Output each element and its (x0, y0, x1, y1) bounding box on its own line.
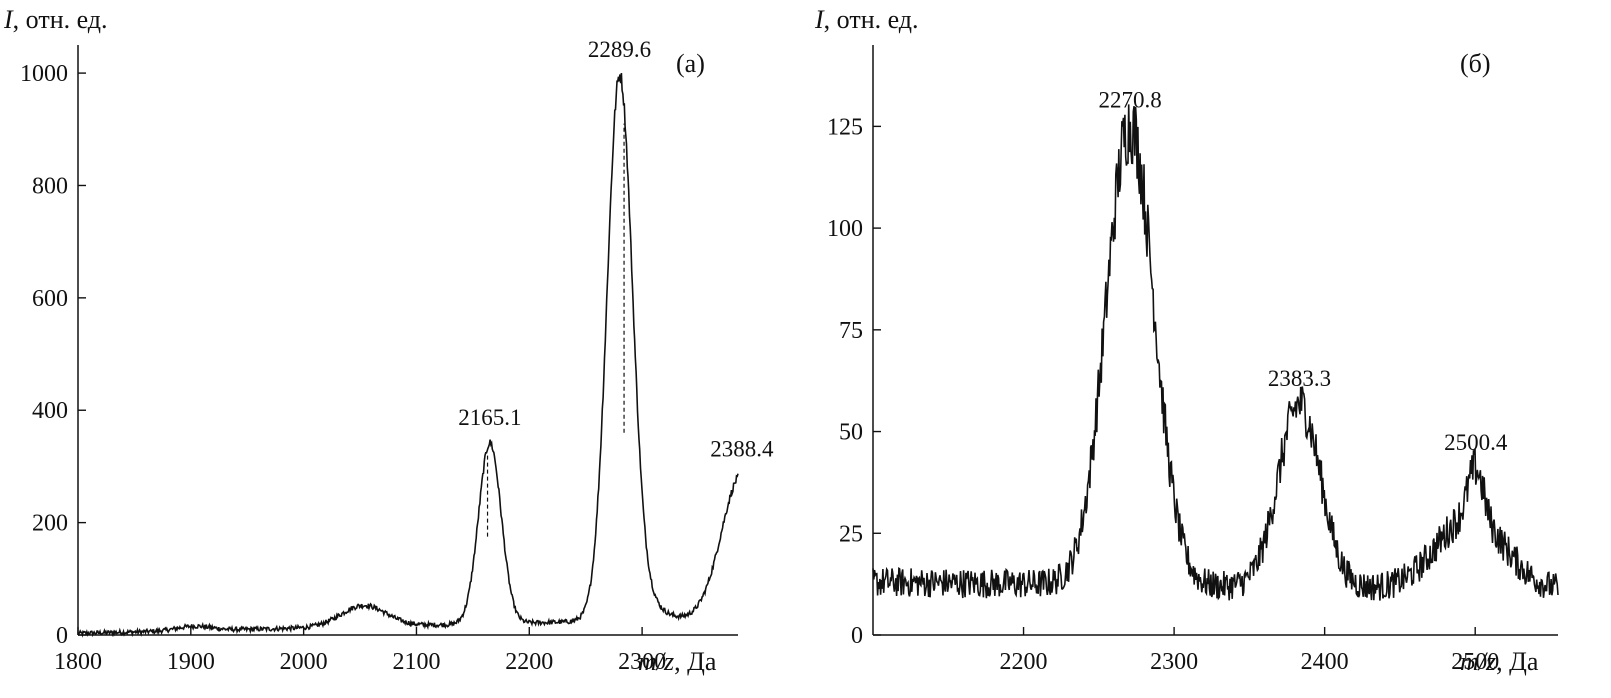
panel-b-xlabel: m/z, Да (1460, 647, 1539, 676)
b-ytick-label-1: 25 (839, 521, 863, 547)
b-peak-label-0: 2270.8 (1099, 87, 1162, 112)
panel-b-y-ticks: 0 25 50 75 100 125 (827, 114, 881, 649)
b-ytick-label-5: 125 (827, 114, 863, 140)
b-ytick-label-0: 0 (851, 623, 863, 649)
panel-a-xlabel: m/z, Да (638, 647, 717, 676)
panel-a: I, отн. ед. (а) m/z, Да 0 200 400 600 800 100… (3, 5, 774, 676)
panel-a-spectrum-line (77, 72, 739, 638)
b-ytick-label-3: 75 (839, 318, 863, 344)
panel-a-ylabel: I, отн. ед. (3, 5, 108, 34)
a-ytick-label-4: 800 (32, 173, 68, 199)
panel-b-x-ticks: 2200 2300 2400 2500 (1000, 627, 1499, 675)
a-xtick-label-2: 2000 (280, 649, 328, 675)
a-peak-label-5: 2388.4 (710, 437, 774, 462)
a-xtick-label-5: 2300 (618, 649, 666, 675)
b-ytick-label-2: 50 (839, 420, 863, 446)
panel-b-peak-labels: 2270.8 2383.3 2500.4 (1099, 87, 1508, 455)
a-xtick-label-1: 1900 (167, 649, 215, 675)
b-xtick-label-3: 2500 (1451, 649, 1499, 675)
panel-b-ylabel: I, отн. ед. (814, 5, 919, 34)
a-ytick-label-1: 200 (32, 511, 68, 537)
b-xtick-label-0: 2200 (1000, 649, 1048, 675)
a-xtick-label-0: 1800 (54, 649, 102, 675)
b-xtick-label-1: 2300 (1150, 649, 1198, 675)
panel-b-spectrum-line (872, 104, 1559, 601)
a-peak-label-3: 2289.6 (588, 37, 651, 62)
a-ytick-label-5: 1000 (20, 61, 68, 87)
a-xtick-label-3: 2100 (392, 649, 440, 675)
a-peak-label-2: 2165.1 (458, 405, 521, 430)
panel-b-label: (б) (1460, 49, 1491, 78)
a-ytick-label-2: 400 (32, 398, 68, 424)
b-peak-label-3: 2500.4 (1444, 430, 1508, 455)
a-ytick-label-3: 600 (32, 286, 68, 312)
panel-a-label: (а) (676, 49, 705, 78)
a-ytick-label-0: 0 (56, 623, 68, 649)
a-xtick-label-4: 2200 (505, 649, 553, 675)
panel-a-y-ticks: 0 200 400 600 800 1000 (20, 61, 86, 649)
b-peak-label-1: 2383.3 (1268, 366, 1331, 391)
panel-a-dashed-markers (486, 123, 625, 537)
panel-a-peak-labels: 2165.1 2289.6 2388.4 (458, 37, 774, 462)
b-xtick-label-2: 2400 (1301, 649, 1349, 675)
b-ytick-label-4: 100 (827, 216, 863, 242)
panel-b: I, отн. ед. (б) m/z, Да 0 25 50 75 100 125 22… (814, 5, 1559, 676)
